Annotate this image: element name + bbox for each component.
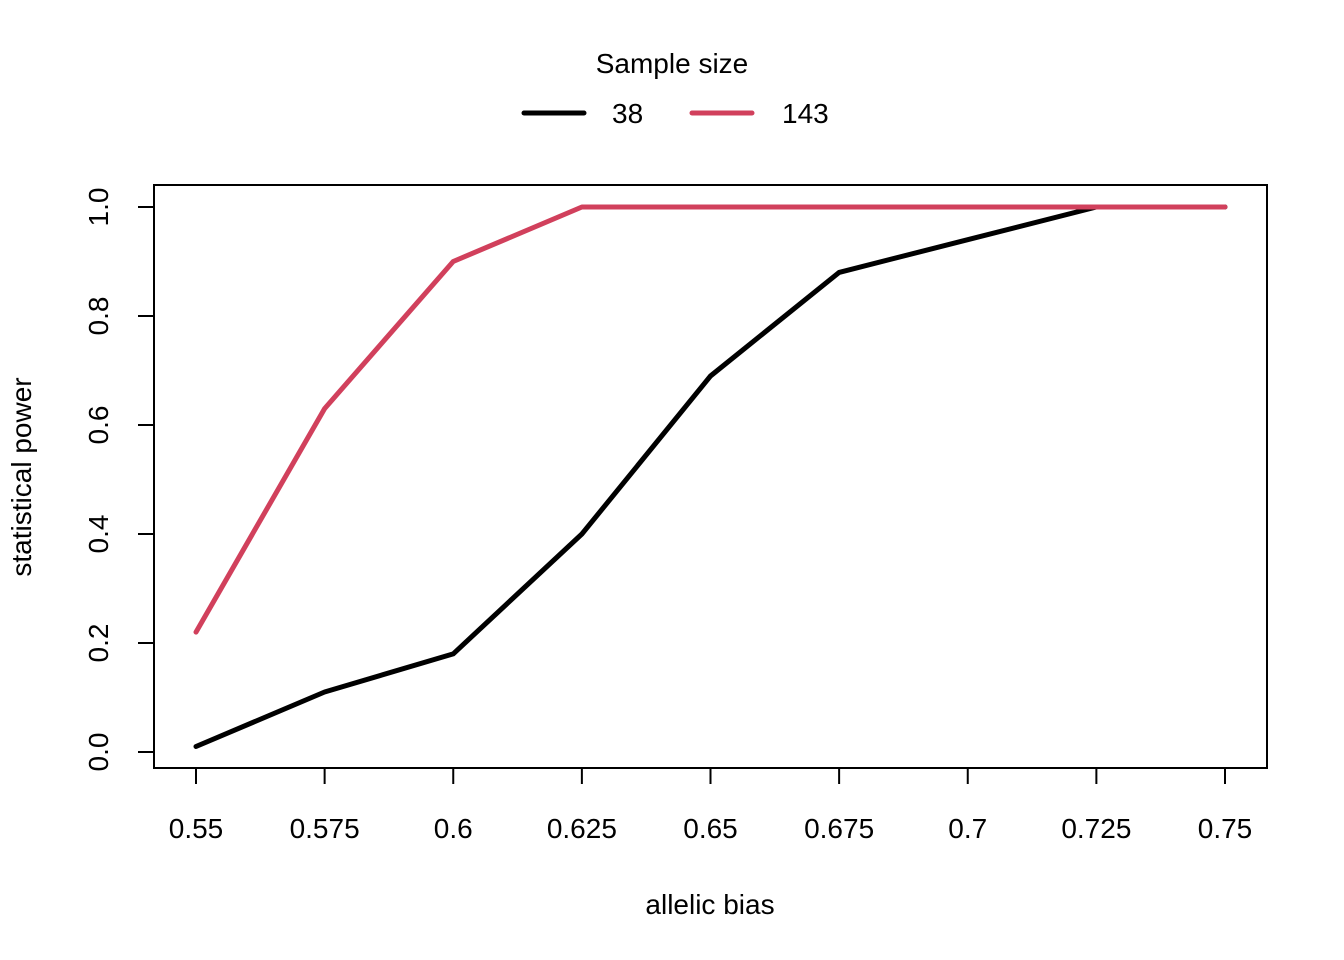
x-axis: 0.55 0.575 0.6 0.625 0.65 0.675 0.7 0.725 0.75	[169, 767, 1253, 844]
y-tick-label: 0.2	[83, 624, 114, 663]
x-tick-label: 0.65	[683, 813, 738, 844]
x-tick-label: 0.675	[804, 813, 874, 844]
legend-label-38: 38	[612, 98, 643, 129]
y-tick-label: 0.6	[83, 406, 114, 445]
legend: Sample size 38 143	[521, 48, 829, 129]
y-tick-label: 0.4	[83, 515, 114, 554]
y-axis-label: statistical power	[6, 377, 37, 576]
plot-frame	[153, 184, 1268, 769]
series-line-38	[193, 204, 1228, 749]
legend-label-143: 143	[782, 98, 829, 129]
y-tick-label: 0.8	[83, 297, 114, 336]
series-line-143	[193, 204, 1228, 635]
y-tick-label: 0.0	[83, 733, 114, 772]
y-axis: 0.0 0.2 0.4 0.6 0.8 1.0	[83, 188, 155, 772]
x-tick-label: 0.7	[948, 813, 987, 844]
x-tick-label: 0.75	[1198, 813, 1253, 844]
x-tick-label: 0.55	[169, 813, 224, 844]
x-tick-label: 0.6	[434, 813, 473, 844]
x-tick-label: 0.625	[547, 813, 617, 844]
series-layer	[193, 204, 1228, 749]
legend-title: Sample size	[596, 48, 749, 79]
x-tick-label: 0.725	[1061, 813, 1131, 844]
x-axis-label: allelic bias	[645, 889, 774, 920]
y-tick-label: 1.0	[83, 188, 114, 227]
x-tick-label: 0.575	[290, 813, 360, 844]
